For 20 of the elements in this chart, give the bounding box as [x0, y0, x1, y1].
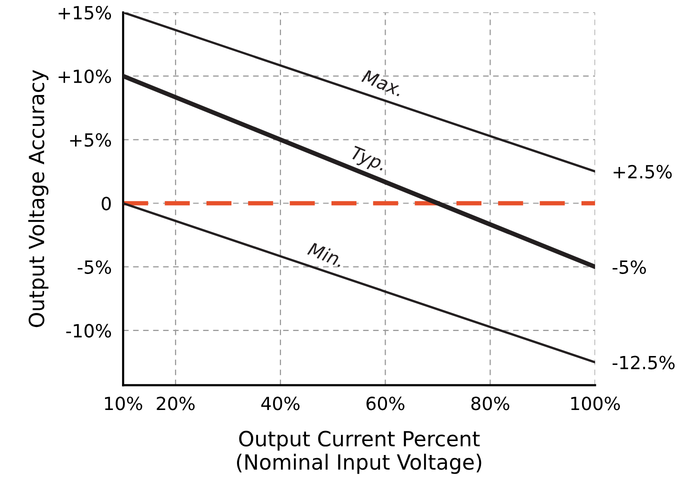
text: Max. [361, 69, 404, 97]
y-tick-label: -10% [66, 324, 112, 338]
y-tick-label: 0 [102, 196, 111, 210]
y-axis-title: Output Voltage Accuracy [28, 70, 48, 328]
y-tick-label: +15% [58, 6, 112, 20]
x-tick-label: 100% [571, 396, 620, 410]
x-tick-label: 10% [105, 396, 142, 410]
x-tick-label: 20% [156, 396, 195, 410]
x-tick-label: 60% [366, 396, 404, 410]
y2-tick-label: -12.5% [612, 356, 675, 370]
y-tick-label: -5% [78, 260, 112, 274]
text: Min. [307, 241, 345, 268]
text: Typ. [348, 146, 387, 174]
y2-tick-label: +2.5% [614, 164, 672, 179]
x-axis-title: Output Current Percent (Nominal Input Voltage) [237, 430, 482, 474]
x-tick-label: 80% [471, 396, 510, 410]
y-tick-label: +10% [58, 69, 112, 84]
y-tick-label: +5% [70, 133, 112, 147]
x-tick-label: 40% [261, 396, 300, 410]
y2-tick-label: -5% [612, 260, 646, 274]
